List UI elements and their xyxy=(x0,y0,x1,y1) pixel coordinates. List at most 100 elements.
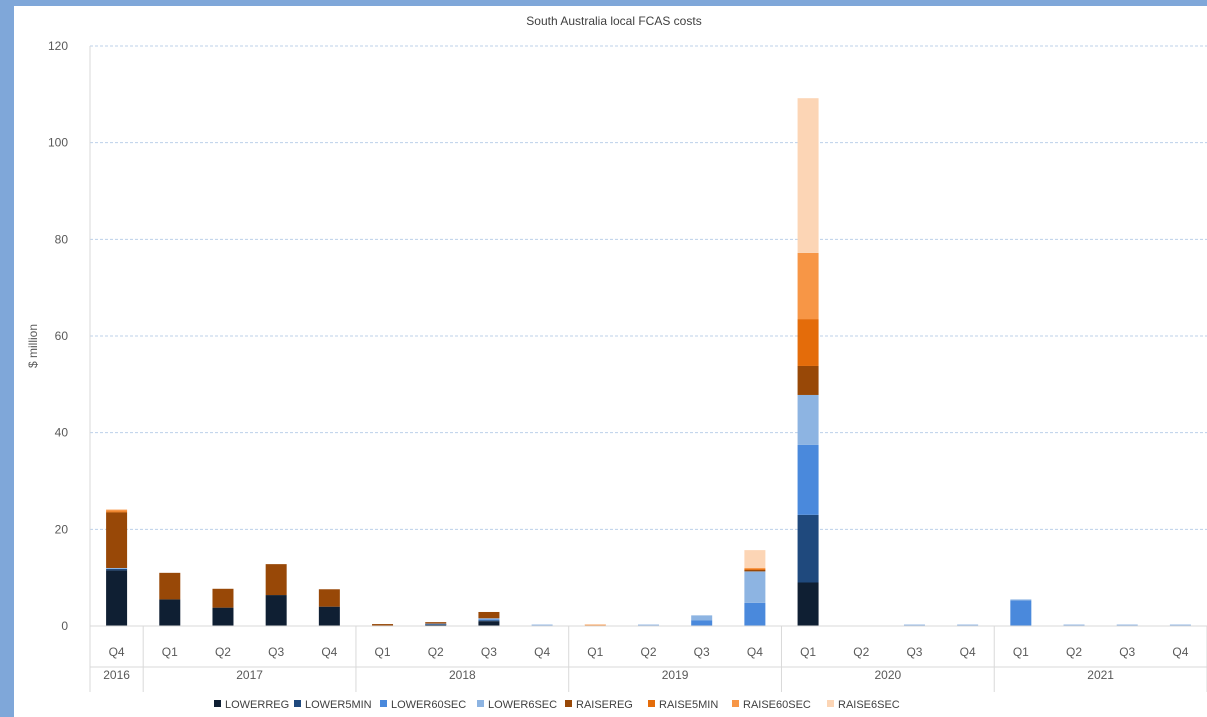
bar-segment-raise6sec xyxy=(744,550,766,568)
bar-segment-raise5min xyxy=(797,319,819,366)
bar-segment-lower60sec xyxy=(744,602,766,626)
x-tick-label: Q1 xyxy=(162,645,178,659)
bar-segment-lower60sec xyxy=(478,619,500,621)
x-tick-label: Q4 xyxy=(534,645,550,659)
legend-swatch xyxy=(294,700,301,707)
x-tick-label: Q4 xyxy=(1172,645,1188,659)
year-label: 2018 xyxy=(449,668,476,682)
bar-segment-raisereg xyxy=(478,611,500,619)
bar-segment-lower6sec xyxy=(903,624,925,626)
bar-segment-lowerreg xyxy=(425,624,447,626)
bar-segment-lower5min xyxy=(797,514,819,583)
legend-label: LOWER5MIN xyxy=(305,699,372,711)
bar-segment-raise60sec xyxy=(744,568,766,569)
bar-segment-lower6sec xyxy=(1010,599,1032,601)
x-tick-label: Q3 xyxy=(268,645,284,659)
chart-title: South Australia local FCAS costs xyxy=(526,14,701,28)
x-tick-label: Q4 xyxy=(747,645,763,659)
bar-segment-lower6sec xyxy=(478,618,500,620)
year-label: 2017 xyxy=(236,668,263,682)
x-tick-label: Q1 xyxy=(1013,645,1029,659)
bar-segment-lowerreg xyxy=(797,582,819,626)
bar-segment-lower6sec xyxy=(1116,624,1138,626)
legend-label: RAISE5MIN xyxy=(659,699,718,711)
x-tick-label: Q1 xyxy=(800,645,816,659)
x-tick-label: Q3 xyxy=(481,645,497,659)
y-tick-label: 100 xyxy=(48,136,68,150)
legend-label: LOWER6SEC xyxy=(488,699,557,711)
legend-label: RAISE60SEC xyxy=(743,699,811,711)
y-tick-label: 40 xyxy=(55,426,69,440)
legend-label: LOWERREG xyxy=(225,699,289,711)
bar-segment-raisereg xyxy=(744,569,766,572)
bar-segment-raisereg xyxy=(265,564,287,596)
x-tick-label: Q2 xyxy=(853,645,869,659)
x-tick-label: Q2 xyxy=(1066,645,1082,659)
bar-segment-raisereg xyxy=(318,589,340,607)
bar-segment-raisereg xyxy=(372,624,394,626)
bar-segment-raisereg xyxy=(212,588,234,608)
y-tick-label: 60 xyxy=(55,329,69,343)
legend-label: LOWER60SEC xyxy=(391,699,466,711)
y-tick-label: 120 xyxy=(48,39,68,53)
legend-label: RAISEREG xyxy=(576,699,633,711)
bar-segment-lowerreg xyxy=(106,570,128,626)
legend-swatch xyxy=(477,700,484,707)
x-tick-label: Q1 xyxy=(587,645,603,659)
x-tick-label: Q4 xyxy=(321,645,337,659)
x-axis: Q4 Q1 Q2 Q3 Q4 Q1 Q2 Q3 Q4 Q1 Q2 Q3 Q4 Q1 Q2 Q3 Q4 Q1 Q2 Q3… xyxy=(89,625,1207,692)
bar-segment-lower6sec xyxy=(691,615,713,621)
bar-segment-raise5min xyxy=(106,511,128,513)
bar-segment-lower6sec xyxy=(425,623,447,625)
bar-segment-lower5min xyxy=(478,620,500,622)
year-label: 2016 xyxy=(103,668,130,682)
bar-segment-raise6sec xyxy=(797,98,819,253)
bar-segment-raise6sec xyxy=(584,624,606,625)
y-tick-label: 80 xyxy=(55,232,69,246)
x-tick-label: Q3 xyxy=(906,645,922,659)
legend-swatch xyxy=(648,700,655,707)
x-tick-label: Q2 xyxy=(640,645,656,659)
bar-segment-raise60sec xyxy=(797,252,819,320)
x-tick-label: Q3 xyxy=(1119,645,1135,659)
bar-segment-lower6sec xyxy=(744,571,766,603)
y-tick-label: 20 xyxy=(55,522,69,536)
y-tick-label: 0 xyxy=(61,619,68,633)
fcas-cost-chart: South Australia local FCAS costs $ milli… xyxy=(26,14,1207,711)
year-label: 2021 xyxy=(1087,668,1114,682)
bar-segment-lower60sec xyxy=(797,444,819,515)
gridlines: 0 20 40 60 80 100 120 xyxy=(48,39,1207,633)
bar-segment-lower6sec xyxy=(957,624,979,626)
bar-segment-lower6sec xyxy=(1169,624,1191,626)
bar-segment-raise5min xyxy=(744,568,766,570)
bar-segment-raise6sec xyxy=(106,509,128,510)
legend-swatch xyxy=(214,700,221,707)
bar-segment-lower6sec xyxy=(797,394,819,445)
bar-segment-raise60sec xyxy=(106,510,128,512)
x-tick-label: Q4 xyxy=(960,645,976,659)
bar-segment-lower6sec xyxy=(638,624,659,626)
bar-segment-lowerreg xyxy=(478,621,500,626)
bar-segment-lower5min xyxy=(425,624,447,625)
bar-segment-lowerreg xyxy=(159,599,181,626)
bar-segment-lowerreg xyxy=(212,607,234,626)
bar-segment-lowerreg xyxy=(265,595,287,626)
bar-segment-raise60sec xyxy=(584,624,606,626)
legend-swatch xyxy=(565,700,572,707)
x-tick-label: Q1 xyxy=(375,645,391,659)
bar-segment-lower5min xyxy=(106,568,128,571)
legend: LOWERREG LOWER5MIN LOWER60SEC LOWER6SEC RAIS… xyxy=(214,699,900,711)
x-tick-label: Q3 xyxy=(694,645,710,659)
bars xyxy=(106,98,1191,627)
legend-label: RAISE6SEC xyxy=(838,699,900,711)
legend-swatch xyxy=(380,700,387,707)
y-axis-label: $ million xyxy=(26,324,40,368)
year-label: 2020 xyxy=(875,668,902,682)
legend-swatch xyxy=(732,700,739,707)
year-label: 2019 xyxy=(662,668,689,682)
bar-segment-lower6sec xyxy=(106,568,128,569)
bar-segment-lower6sec xyxy=(531,624,553,626)
x-tick-label: Q4 xyxy=(109,645,125,659)
bar-segment-raisereg xyxy=(159,572,181,600)
bar-segment-lower60sec xyxy=(691,620,713,626)
